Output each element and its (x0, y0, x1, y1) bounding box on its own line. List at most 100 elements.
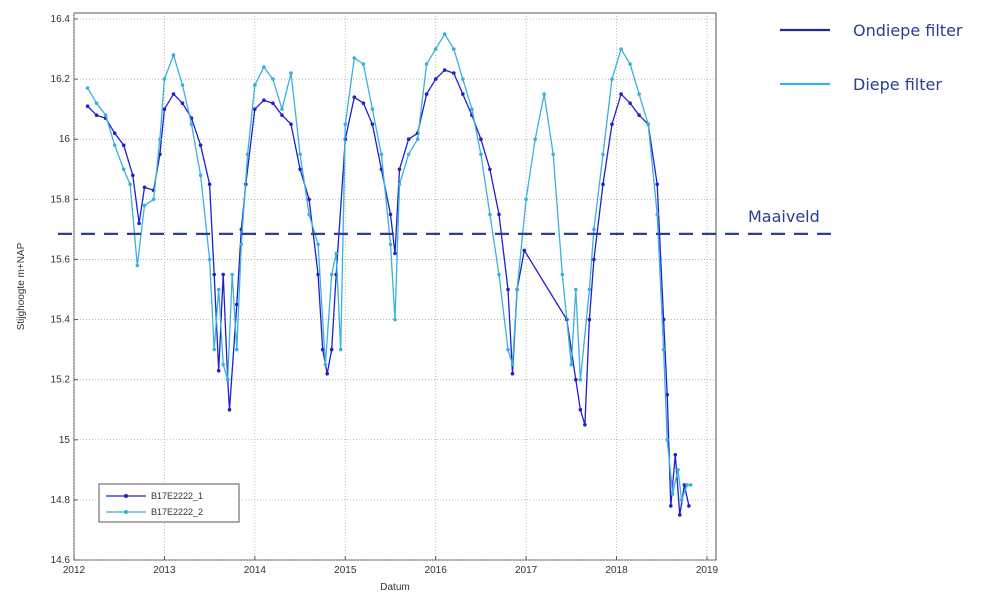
data-point-series-1 (94, 113, 99, 117)
data-point-series-1 (619, 92, 623, 96)
data-point-series-1 (289, 122, 293, 126)
data-point-series-2 (103, 113, 108, 117)
y-tick-label: 15.8 (51, 194, 71, 205)
y-tick-label: 16.2 (51, 74, 71, 85)
data-point-series-1 (673, 453, 678, 457)
data-point-series-2 (343, 122, 348, 126)
legend-entry-1: B17E2222_1 (151, 491, 203, 501)
data-point-series-1 (433, 77, 438, 81)
data-point-series-1 (574, 377, 578, 382)
data-point-series-2 (676, 468, 680, 472)
data-point-series-2 (433, 47, 438, 51)
data-point-series-2 (578, 377, 583, 382)
data-point-series-1 (352, 95, 357, 99)
data-point-series-1 (397, 167, 402, 172)
data-point-series-2 (679, 498, 684, 502)
data-point-series-2 (388, 242, 393, 247)
data-point-series-2 (542, 92, 546, 96)
data-point-series-2 (162, 77, 167, 81)
data-point-series-1 (121, 143, 126, 147)
data-point-series-2 (307, 212, 311, 217)
data-point-series-2 (142, 203, 147, 208)
data-point-series-2 (601, 152, 605, 157)
data-point-series-2 (610, 77, 614, 81)
data-point-series-2 (94, 101, 99, 105)
data-point-series-2 (628, 62, 632, 66)
data-point-series-1 (198, 143, 203, 147)
data-point-series-1 (424, 92, 429, 96)
data-point-series-1 (320, 347, 325, 352)
data-point-series-2 (289, 71, 293, 75)
data-point-series-2 (569, 362, 574, 367)
data-point-series-2 (239, 242, 244, 247)
data-point-series-1 (442, 68, 447, 72)
data-point-series-1 (142, 185, 147, 190)
x-tick-label: 2016 (425, 565, 448, 576)
y-tick-label: 14.8 (51, 495, 71, 506)
data-point-series-2 (198, 173, 203, 178)
data-point-series-2 (442, 32, 447, 36)
data-point-series-2 (406, 152, 411, 157)
data-point-series-2 (619, 47, 623, 51)
data-point-series-1 (370, 122, 375, 126)
data-point-series-2 (637, 92, 641, 96)
data-point-series-2 (216, 287, 221, 292)
data-point-series-1 (655, 182, 659, 187)
data-point-series-2 (151, 197, 156, 202)
series-line-2 (87, 33, 691, 501)
data-point-series-1 (497, 212, 501, 217)
data-point-series-2 (515, 287, 519, 292)
data-point-series-2 (574, 287, 578, 292)
y-tick-label: 16.4 (51, 14, 71, 25)
data-point-series-2 (158, 137, 162, 141)
data-point-series-2 (379, 152, 384, 157)
data-point-series-2 (533, 137, 537, 141)
data-point-series-2 (253, 83, 257, 87)
data-point-series-2 (334, 251, 339, 256)
data-point-series-2 (171, 53, 176, 57)
external-legend-label-1: Ondiepe filter (853, 21, 963, 40)
data-point-series-1 (307, 197, 311, 202)
data-point-series-2 (551, 152, 555, 157)
data-point-series-2 (470, 107, 474, 111)
data-point-series-1 (488, 167, 492, 172)
data-point-series-2 (298, 152, 302, 157)
data-point-series-2 (506, 347, 510, 352)
data-point-series-2 (479, 152, 483, 157)
data-point-series-2 (245, 152, 250, 157)
data-point-series-2 (488, 212, 492, 217)
y-tick-label: 15.6 (51, 254, 71, 265)
data-point-series-1 (610, 122, 614, 126)
data-point-series-2 (415, 137, 420, 141)
data-point-series-2 (524, 197, 528, 202)
data-point-series-2 (316, 242, 320, 247)
data-point-series-2 (207, 257, 212, 262)
data-point-series-2 (665, 438, 669, 442)
data-point-series-1 (479, 137, 483, 141)
data-point-series-1 (583, 423, 587, 427)
data-point-series-2 (271, 77, 275, 81)
data-point-series-1 (601, 182, 605, 187)
y-tick-label: 14.6 (51, 555, 71, 566)
data-point-series-2 (688, 483, 693, 487)
data-point-series-2 (497, 272, 501, 277)
data-point-series-2 (112, 143, 117, 147)
y-axis-label: Stijghoogte m+NAP (16, 242, 27, 330)
data-point-series-2 (461, 77, 465, 81)
data-point-series-1 (212, 272, 216, 277)
data-point-series-2 (361, 62, 366, 66)
data-point-series-1 (162, 107, 167, 111)
data-point-series-2 (592, 227, 596, 232)
data-point-series-2 (235, 347, 239, 352)
data-point-series-1 (406, 137, 411, 141)
data-point-series-1 (329, 347, 334, 352)
data-point-series-1 (316, 272, 320, 277)
y-tick-label: 15.2 (51, 375, 71, 386)
data-point-series-2 (121, 167, 126, 172)
data-point-series-1 (506, 287, 510, 292)
data-point-series-1 (171, 92, 176, 96)
data-point-series-2 (189, 122, 194, 126)
data-point-series-2 (135, 263, 140, 268)
data-point-series-1 (253, 107, 257, 111)
